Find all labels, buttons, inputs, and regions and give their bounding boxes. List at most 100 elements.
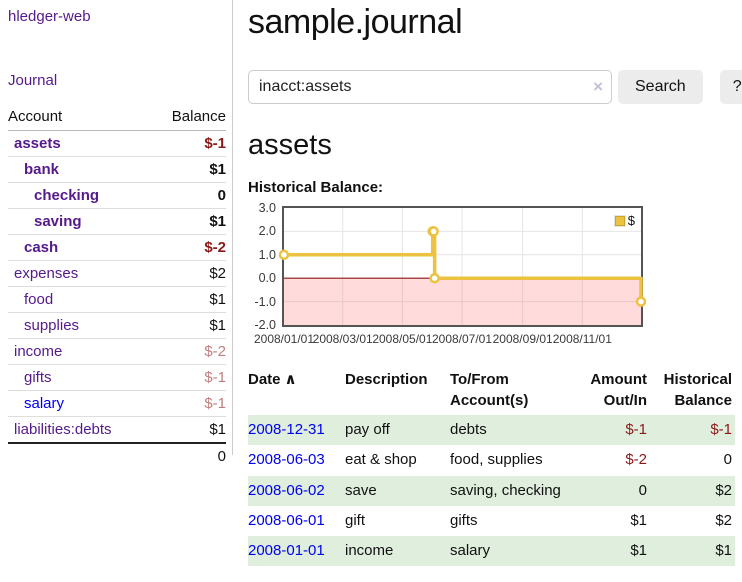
- account-link[interactable]: assets: [14, 135, 61, 152]
- account-row: cash $-2: [8, 234, 226, 261]
- transaction-date-link[interactable]: 2008-06-03: [248, 451, 325, 469]
- transaction-date-link[interactable]: 2008-06-02: [248, 481, 325, 499]
- register-header-date[interactable]: Date ∧: [248, 371, 297, 388]
- accounts-header-balance: Balance: [151, 104, 226, 131]
- transaction-date-link[interactable]: 2008-12-31: [248, 421, 325, 438]
- table-row[interactable]: 2008-01-01 income salary $1 $1: [248, 536, 735, 567]
- accounts-total-value: 0: [151, 442, 226, 469]
- transaction-accounts: saving, checking: [450, 475, 575, 506]
- account-link[interactable]: income: [14, 343, 63, 360]
- account-balance: $1: [151, 312, 226, 339]
- sidebar-item-journal[interactable]: Journal: [8, 72, 58, 89]
- transaction-accounts: debts: [450, 415, 575, 446]
- account-link[interactable]: salary: [24, 395, 65, 412]
- transaction-amount: 0: [575, 475, 650, 506]
- y-axis-tick-label: 0.0: [258, 271, 276, 286]
- y-axis-tick-label: 1.0: [258, 247, 276, 262]
- sidebar: hledger-web Journal Account Balance asse…: [0, 0, 232, 469]
- account-link[interactable]: expenses: [14, 265, 79, 282]
- page-title: sample.journal: [248, 3, 463, 41]
- account-balance: $1: [209, 421, 226, 438]
- transaction-description: pay off: [345, 415, 450, 446]
- y-axis-tick-label: 2.0: [258, 224, 276, 239]
- account-link[interactable]: bank: [24, 161, 60, 178]
- accounts-header-account: Account: [8, 104, 152, 131]
- y-axis-tick-label: -1.0: [254, 294, 276, 309]
- transaction-balance: 0: [723, 451, 732, 469]
- transaction-amount: $-2: [625, 451, 647, 469]
- transaction-description: income: [345, 536, 450, 567]
- account-link[interactable]: food: [24, 291, 54, 308]
- account-link[interactable]: checking: [34, 187, 100, 204]
- legend-label: $: [627, 213, 635, 228]
- brand-link[interactable]: hledger-web: [8, 8, 91, 25]
- table-row[interactable]: 2008-12-31 pay off debts $-1 $-1: [248, 415, 735, 446]
- account-balance: $-2: [151, 338, 226, 365]
- account-balance: $-1: [151, 390, 226, 417]
- account-row: liabilities:debts $1: [8, 417, 226, 444]
- account-row: supplies $1: [8, 312, 226, 339]
- table-row[interactable]: 2008-06-02 save saving, checking 0 $2: [248, 475, 735, 506]
- search-input[interactable]: [248, 70, 612, 104]
- transaction-balance: $2: [650, 475, 735, 506]
- clear-search-icon[interactable]: ×: [593, 77, 603, 97]
- register-header-balance: Historical Balance: [663, 371, 732, 409]
- table-row[interactable]: 2008-06-01 gift gifts $1 $2: [248, 506, 735, 536]
- account-row: expenses $2: [8, 260, 226, 287]
- account-link[interactable]: cash: [24, 239, 59, 256]
- account-balance: $-1: [151, 130, 226, 157]
- help-button[interactable]: ?: [719, 70, 742, 104]
- register-table: Date ∧ Description To/From Account(s) Amo…: [248, 367, 735, 567]
- account-link[interactable]: gifts: [24, 369, 52, 386]
- transaction-amount: $1: [630, 511, 647, 529]
- x-axis-tick-label: 2008/07/01: [431, 332, 493, 346]
- main-content: sample.journal × Search ? assets Histori…: [248, 0, 742, 567]
- account-balance: $-1: [151, 364, 226, 391]
- transaction-date-link[interactable]: 2008-06-01: [248, 511, 325, 529]
- accounts-total-row: 0: [8, 442, 226, 469]
- sort-asc-icon: ∧: [284, 371, 297, 388]
- x-axis-tick-label: 2008/01/01: [253, 332, 315, 346]
- transaction-date-link[interactable]: 2008-01-01: [248, 542, 325, 559]
- account-link[interactable]: saving: [34, 213, 82, 230]
- register-header-description: Description: [345, 371, 428, 388]
- y-axis-tick-label: 3.0: [258, 201, 276, 215]
- x-axis-tick-label: 2008/09/01: [492, 332, 553, 346]
- account-row: saving $1: [8, 208, 226, 235]
- transaction-balance: $2: [715, 511, 732, 529]
- account-row: gifts $-1: [8, 364, 226, 391]
- x-axis-tick-label: 2008/11/01: [552, 332, 612, 346]
- account-row: assets $-1: [8, 130, 226, 157]
- transaction-description: save: [345, 475, 450, 506]
- transaction-balance: $1: [650, 536, 735, 567]
- transaction-description: gift: [345, 511, 366, 529]
- table-row[interactable]: 2008-06-03 eat & shop food, supplies $-2 0: [248, 445, 735, 475]
- legend-swatch-icon: [613, 214, 626, 227]
- transaction-amount: $-1: [575, 415, 650, 446]
- transaction-balance: $-1: [650, 415, 735, 446]
- chart-title: Historical Balance:: [248, 179, 384, 196]
- transaction-accounts: food, supplies: [450, 451, 543, 469]
- account-heading: assets: [248, 129, 332, 161]
- account-balance: $-2: [151, 234, 226, 261]
- transaction-amount: $1: [575, 536, 650, 567]
- sidebar-divider: [232, 0, 233, 455]
- account-link[interactable]: supplies: [24, 317, 80, 334]
- account-row: checking 0: [8, 182, 226, 209]
- register-header-accounts: To/From Account(s): [450, 371, 529, 409]
- account-row: bank $1: [8, 156, 226, 183]
- chart-canvas: [278, 208, 647, 325]
- x-axis-tick-label: 2008/05/01: [372, 332, 433, 346]
- x-axis-tick-label: 2008/03/01: [312, 332, 373, 346]
- account-balance: $1: [151, 156, 226, 183]
- account-link[interactable]: liabilities:debts: [14, 421, 112, 438]
- account-row: income $-2: [8, 338, 226, 365]
- accounts-table: Account Balance assets $-1 bank $1 checking 0…: [8, 104, 226, 469]
- account-balance: $2: [151, 260, 226, 287]
- account-balance: $1: [151, 286, 226, 313]
- search-button[interactable]: Search: [618, 70, 703, 104]
- chart-plot-area: $: [278, 206, 647, 327]
- search-form: × Search ?: [248, 70, 742, 104]
- transaction-accounts: gifts: [450, 511, 478, 529]
- account-row: food $1: [8, 286, 226, 313]
